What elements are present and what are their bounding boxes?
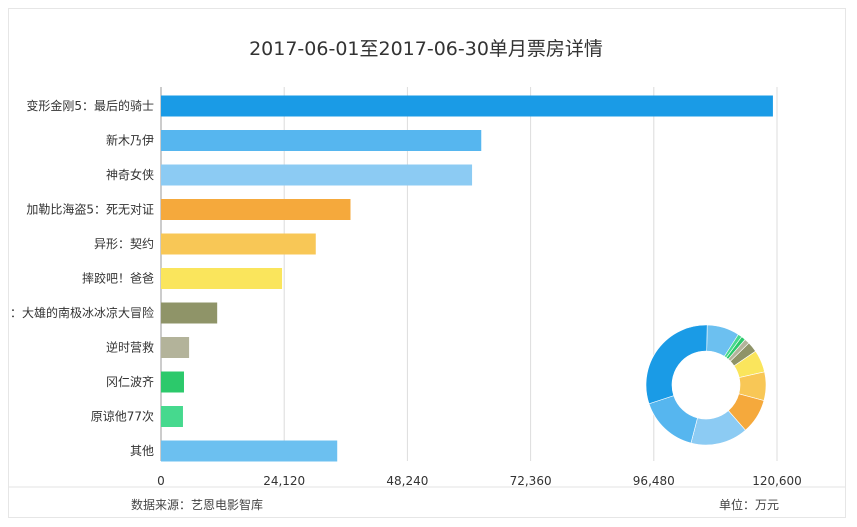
category-label: 异形：契约	[94, 236, 154, 251]
category-labels: 变形金刚5：最后的骑士新木乃伊神奇女侠加勒比海盗5：死无对证异形：契约摔跤吧！爸…	[10, 98, 154, 458]
x-tick-label: 96,480	[633, 474, 675, 488]
bar	[161, 199, 351, 220]
donut-chart	[645, 324, 767, 446]
category-label: ：大雄的南极冰冰凉大冒险	[10, 305, 154, 320]
x-tick-label: 24,120	[263, 474, 305, 488]
chart-title: 2017-06-01至2017-06-30单月票房详情	[249, 38, 603, 60]
bars-group	[161, 95, 773, 462]
bar-chart: 2017-06-01至2017-06-30单月票房详情 变形金刚5：最后的骑士新…	[9, 38, 845, 512]
bar	[161, 95, 773, 117]
bar	[161, 268, 283, 289]
bar	[161, 371, 184, 393]
category-label: 变形金刚5：最后的骑士	[26, 98, 154, 113]
bar	[161, 440, 338, 462]
category-label: 摔跤吧！爸爸	[82, 271, 154, 286]
donut-slice	[645, 324, 708, 405]
category-label: 新木乃伊	[106, 133, 154, 148]
chart-frame: 2017-06-01至2017-06-30单月票房详情 变形金刚5：最后的骑士新…	[8, 8, 846, 518]
x-tick-label: 48,240	[386, 474, 428, 488]
bar	[161, 233, 316, 255]
bar	[161, 337, 190, 358]
category-label: 原谅他77次	[91, 409, 154, 424]
bar	[161, 130, 482, 151]
category-label: 神奇女侠	[106, 167, 154, 182]
x-tick-label: 120,600	[752, 474, 802, 488]
category-label: 加勒比海盗5：死无对证	[26, 202, 154, 217]
category-label: 其他	[130, 444, 154, 458]
bar	[161, 164, 473, 186]
category-label: 逆时营救	[106, 340, 154, 355]
data-source-label: 数据来源：艺恩电影智库	[131, 497, 263, 512]
category-label: 冈仁波齐	[106, 374, 154, 389]
bar	[161, 406, 183, 427]
x-tick-label: 72,360	[510, 474, 552, 488]
bar	[161, 302, 218, 324]
donut-slice	[648, 395, 698, 444]
x-tick-label: 0	[157, 474, 165, 488]
unit-label: 单位：万元	[719, 497, 779, 512]
x-tick-labels: 0 24,120 48,240 72,360 96,480 120,600	[157, 474, 802, 488]
